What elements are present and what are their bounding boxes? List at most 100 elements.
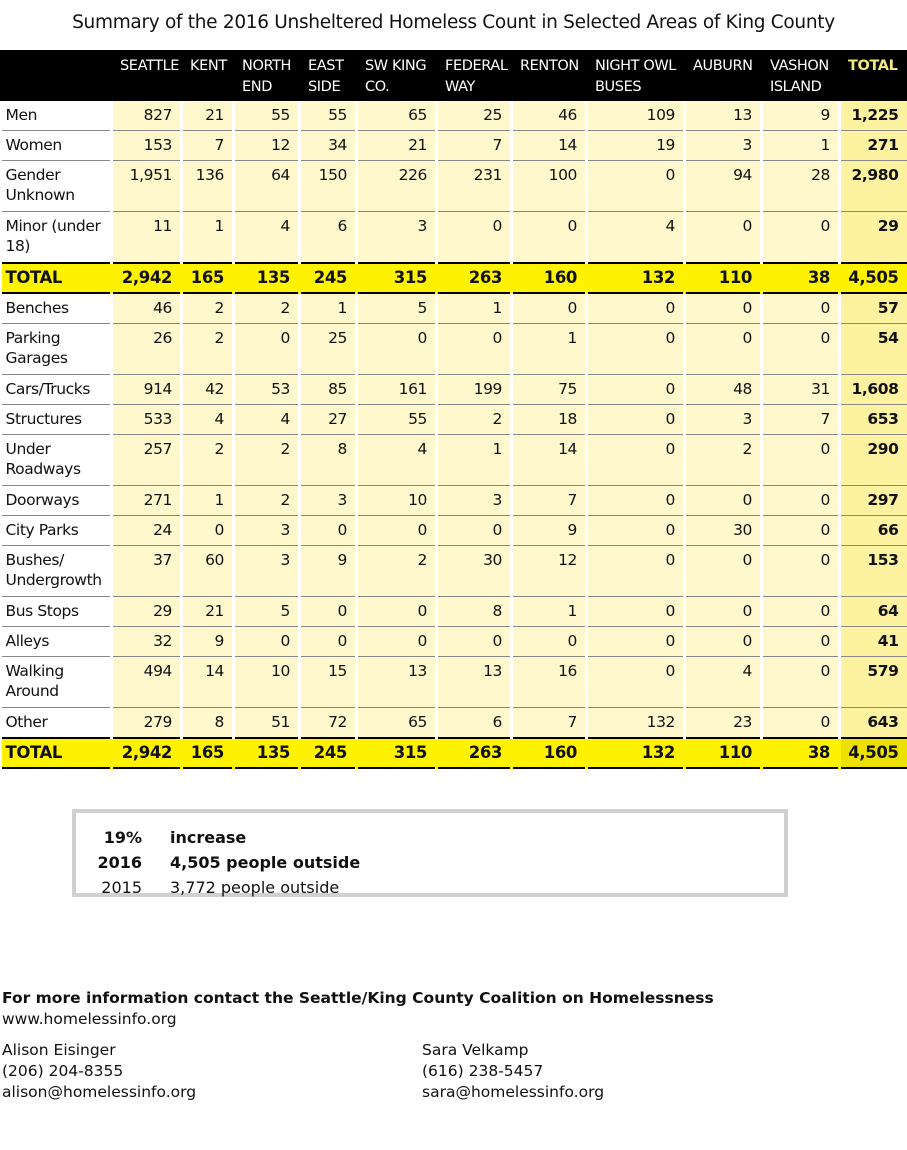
column-header: VASHON ISLAND [760, 50, 840, 101]
table-cell: 30 [683, 515, 762, 546]
table-cell: 1 [180, 211, 234, 264]
table-cell: 315 [355, 737, 437, 769]
table-cell: 72 [298, 707, 357, 739]
table-row: Gender Unknown 1,951 136 64 150 226 231 100 0 94 2… [1, 160, 907, 212]
table-cell: 153 [110, 130, 182, 161]
table-cell: 46 [110, 293, 182, 324]
table-cell: 226 [355, 160, 437, 212]
table-cell: 0 [180, 515, 234, 546]
table-cell: 0 [232, 626, 300, 657]
summary-value: 4,505 people outside [170, 853, 361, 872]
table-row: Parking Garages 26 2 0 25 0 0 1 0 0 0 54 [1, 323, 907, 375]
row-label: Benches [1, 293, 112, 324]
table-cell: 2 [180, 434, 234, 486]
table-cell: 0 [683, 626, 762, 657]
row-total-cell: 643 [838, 707, 907, 739]
table-cell: 12 [510, 545, 587, 597]
contact-phone: (616) 238-5457 [422, 1062, 544, 1080]
table-row: City Parks 24 0 3 0 0 0 9 0 30 0 66 [1, 515, 907, 546]
table-cell: 14 [180, 656, 234, 708]
table-cell: 315 [355, 262, 437, 294]
summary-line: 2015 3,772 people outside [76, 875, 784, 900]
table-cell: 64 [232, 160, 300, 212]
summary-box: 19% increase 2016 4,505 people outside 2015 3… [72, 809, 788, 897]
summary-value: 3,772 people outside [170, 878, 340, 897]
table-cell: 0 [760, 293, 840, 324]
table-cell: 0 [232, 323, 300, 375]
table-cell: 55 [355, 404, 437, 435]
column-header: SW KING CO. [355, 50, 437, 101]
contact-person-2: Sara Velkamp (616) 238-5457 sara@homeles… [422, 1040, 604, 1103]
table-cell: 2 [355, 545, 437, 597]
row-total-cell: 66 [838, 515, 907, 546]
table-cell: 110 [683, 262, 762, 294]
contact-section: For more information contact the Seattle… [2, 988, 714, 1030]
row-label: Cars/Trucks [1, 374, 112, 405]
table-cell: 494 [110, 656, 182, 708]
row-total-cell: 297 [838, 485, 907, 516]
table-cell: 3 [683, 404, 762, 435]
table-cell: 2 [180, 323, 234, 375]
table-cell: 0 [435, 323, 512, 375]
table-row: Benches 46 2 2 1 5 1 0 0 0 0 57 [1, 293, 907, 324]
table-cell: 14 [510, 130, 587, 161]
row-total-cell: 1,225 [838, 101, 907, 131]
row-label: Doorways [1, 485, 112, 516]
table-cell: 1 [510, 323, 587, 375]
row-total-cell: 653 [838, 404, 907, 435]
row-total-cell: 64 [838, 596, 907, 627]
table-cell: 0 [585, 434, 685, 486]
table-cell: 257 [110, 434, 182, 486]
table-cell: 3 [355, 211, 437, 264]
table-cell: 0 [585, 485, 685, 516]
table-cell: 46 [510, 101, 587, 131]
table-cell: 60 [180, 545, 234, 597]
summary-key: 19% [103, 828, 142, 847]
table-cell: 65 [355, 707, 437, 739]
row-label: Walking Around [1, 656, 112, 708]
table-cell: 13 [683, 101, 762, 131]
contact-heading: For more information contact the Seattle… [2, 989, 714, 1007]
table-cell: 0 [760, 626, 840, 657]
table-cell: 0 [298, 596, 357, 627]
table-cell: 0 [510, 211, 587, 264]
table-row: Minor (under 18) 11 1 4 6 3 0 0 4 0 0 29 [1, 211, 907, 264]
contact-email[interactable]: sara@homelessinfo.org [422, 1083, 605, 1101]
table-cell: 0 [298, 626, 357, 657]
table-cell: 0 [510, 293, 587, 324]
table-cell: 827 [110, 101, 182, 131]
contact-name: Alison Eisinger [2, 1041, 116, 1059]
contact-phone: (206) 204-8355 [2, 1062, 124, 1080]
table-cell: 65 [355, 101, 437, 131]
table-cell: 38 [760, 262, 840, 294]
table-cell: 42 [180, 374, 234, 405]
table-cell: 16 [510, 656, 587, 708]
table-row: Structures 533 4 4 27 55 2 18 0 3 7 653 [1, 404, 907, 435]
table-cell: 48 [683, 374, 762, 405]
table-cell: 38 [760, 737, 840, 769]
table-cell: 8 [298, 434, 357, 486]
table-cell: 199 [435, 374, 512, 405]
table-cell: 21 [355, 130, 437, 161]
column-header: EAST SIDE [298, 50, 357, 101]
table-row: Under Roadways 257 2 2 8 4 1 14 0 2 0 290 [1, 434, 907, 486]
table-cell: 533 [110, 404, 182, 435]
table-cell: 263 [435, 737, 512, 769]
table-cell: 245 [298, 737, 357, 769]
table-cell: 31 [760, 374, 840, 405]
table-cell: 7 [760, 404, 840, 435]
table-cell: 9 [298, 545, 357, 597]
table-header: SEATTLE KENT NORTH END EAST SIDE SW KING CO.… [0, 50, 907, 101]
table-row: Alleys 32 9 0 0 0 0 0 0 0 0 41 [1, 626, 907, 657]
table-cell: 0 [585, 160, 685, 212]
row-total-cell: 2,980 [838, 160, 907, 212]
summary-key: 2016 [97, 853, 142, 872]
column-header: KENT [180, 50, 234, 101]
table-cell: 37 [110, 545, 182, 597]
table-cell: 165 [180, 737, 234, 769]
table-cell: 0 [355, 626, 437, 657]
contact-email[interactable]: alison@homelessinfo.org [2, 1083, 197, 1101]
website-link[interactable]: www.homelessinfo.org [2, 1010, 177, 1028]
table-cell: 4 [355, 434, 437, 486]
table-cell: 0 [585, 293, 685, 324]
